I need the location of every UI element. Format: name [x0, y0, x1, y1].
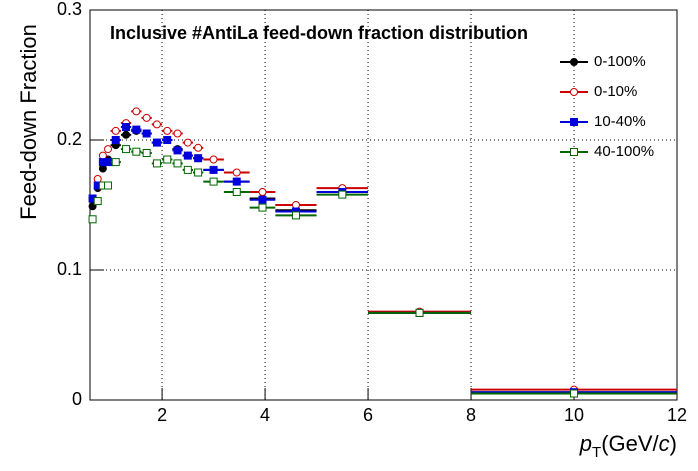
marker [173, 159, 182, 168]
marker [98, 164, 107, 173]
marker [152, 120, 161, 129]
marker [194, 143, 203, 152]
marker [209, 165, 218, 174]
x-label-part: c [659, 431, 670, 456]
marker [338, 190, 347, 199]
marker [194, 168, 203, 177]
marker [132, 125, 141, 134]
x-tick-label: 8 [466, 405, 476, 425]
marker [291, 211, 300, 220]
marker [111, 126, 120, 135]
marker [291, 201, 300, 209]
y-axis-label: Feed-down Fraction [16, 24, 41, 220]
marker [415, 308, 424, 317]
marker [93, 197, 102, 206]
marker [173, 129, 182, 138]
chart-title: Inclusive #AntiLa feed-down fraction dis… [110, 23, 528, 43]
marker [111, 158, 120, 167]
marker [132, 107, 141, 116]
x-axis-label: pT(GeV/c) [579, 431, 677, 461]
marker [142, 149, 151, 157]
marker [93, 175, 102, 183]
marker [570, 389, 579, 398]
x-tick-label: 4 [260, 405, 270, 425]
marker [142, 129, 151, 138]
marker [163, 155, 172, 164]
marker [122, 145, 131, 154]
x-label-part: T [592, 444, 601, 461]
legend-marker [570, 148, 578, 156]
marker [152, 138, 161, 147]
marker [104, 181, 113, 190]
marker [209, 155, 218, 164]
marker [258, 203, 267, 212]
marker [232, 168, 241, 177]
x-tick-label: 10 [564, 405, 584, 425]
marker [183, 165, 192, 174]
y-tick-label: 0.1 [57, 259, 82, 279]
marker [258, 195, 267, 204]
marker [122, 130, 131, 139]
marker [209, 177, 218, 186]
x-tick-label: 12 [667, 405, 687, 425]
x-tick-label: 2 [157, 405, 167, 425]
legend-label: 10-40% [594, 113, 646, 130]
y-tick-label: 0.2 [57, 129, 82, 149]
y-tick-label: 0.3 [57, 0, 82, 19]
x-label-part: (GeV/ [601, 431, 659, 456]
x-tick-label: 6 [363, 405, 373, 425]
marker [104, 145, 113, 154]
legend-label: 40-100% [594, 143, 654, 160]
marker [142, 113, 151, 122]
legend-label: 0-100% [594, 53, 646, 70]
marker [104, 158, 113, 167]
y-tick-label: 0 [72, 389, 82, 409]
x-label-part: p [579, 431, 592, 456]
marker [163, 136, 172, 144]
marker [88, 215, 97, 224]
marker [98, 151, 107, 160]
legend-marker [570, 58, 578, 66]
marker [232, 177, 241, 186]
marker [132, 147, 141, 156]
marker [122, 123, 131, 131]
marker [163, 126, 172, 135]
marker [232, 188, 241, 196]
legend-marker [570, 88, 578, 96]
marker [152, 159, 161, 168]
marker [173, 146, 182, 155]
legend-label: 0-10% [594, 83, 637, 100]
plot-frame [89, 9, 678, 401]
marker [111, 136, 120, 144]
legend-marker [570, 118, 578, 126]
marker [194, 154, 203, 163]
marker [183, 151, 192, 160]
marker [258, 188, 267, 196]
marker [183, 138, 192, 147]
x-label-part: ) [670, 431, 677, 456]
